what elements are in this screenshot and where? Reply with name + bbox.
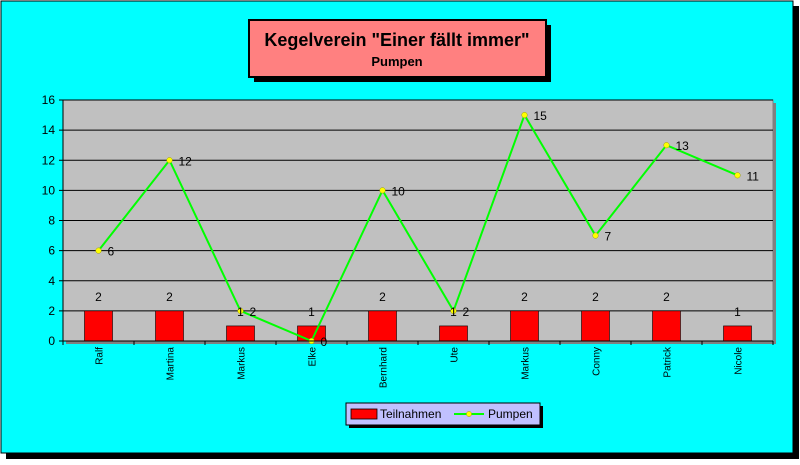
- line-marker: [95, 247, 102, 254]
- bar: [723, 325, 752, 342]
- line-data-label: 7: [605, 230, 612, 244]
- bar: [226, 325, 255, 342]
- bar-data-label: 1: [237, 305, 244, 319]
- x-tick-label: Markus: [237, 347, 248, 380]
- y-tick-label: 4: [48, 274, 55, 288]
- x-tick-label: Ralf: [95, 347, 106, 365]
- line-data-label: 11: [747, 169, 760, 183]
- line-data-label: 12: [179, 154, 193, 168]
- line-marker: [592, 232, 599, 239]
- x-tick-label: Martina: [166, 347, 177, 381]
- y-tick-label: 8: [48, 214, 55, 228]
- chart-subtitle: Pumpen: [371, 54, 422, 69]
- bar-data-label: 2: [663, 290, 670, 304]
- line-data-label: 6: [108, 245, 115, 259]
- bar: [368, 310, 397, 342]
- bar: [652, 310, 681, 342]
- line-data-label: 0: [321, 335, 328, 349]
- chart-title: Kegelverein "Einer fällt immer": [264, 30, 529, 50]
- line-marker: [379, 187, 386, 194]
- x-tick-label: Ute: [450, 347, 461, 363]
- bar: [510, 310, 539, 342]
- y-tick-label: 10: [42, 183, 56, 197]
- bar-data-label: 2: [95, 290, 102, 304]
- line-marker: [237, 307, 244, 314]
- line-data-label: 2: [463, 305, 470, 319]
- y-tick-label: 14: [42, 123, 56, 137]
- line-marker: [166, 157, 173, 164]
- line-data-label: 10: [392, 184, 406, 198]
- line-series: [95, 112, 741, 345]
- bar-data-label: 1: [734, 305, 741, 319]
- bar: [581, 310, 610, 342]
- pumpen-line: [97, 112, 738, 343]
- legend-label-pumpen: Pumpen: [488, 407, 533, 421]
- line-marker: [521, 112, 528, 119]
- y-tick-label: 12: [42, 153, 56, 167]
- x-tick-label: Elke: [308, 347, 319, 367]
- x-axis-ticks: Ralf Martina Markus Elke Bernhard Ute Markus Co…: [62, 341, 774, 388]
- line-data-label: 15: [534, 109, 548, 123]
- y-tick-label: 2: [48, 304, 55, 318]
- x-tick-label: Bernhard: [379, 347, 390, 388]
- bar-data-label: 2: [592, 290, 599, 304]
- y-axis-ticks: 0 2 4 6 8 10 12 14 16: [42, 93, 63, 348]
- line-marker: [450, 307, 457, 314]
- bar: [439, 325, 468, 342]
- y-tick-label: 0: [48, 334, 55, 348]
- y-tick-label: 6: [48, 244, 55, 258]
- bar-data-label: 1: [308, 305, 315, 319]
- bar-data-label: 1: [450, 305, 457, 319]
- line-data-label: 13: [676, 139, 690, 153]
- x-tick-label: Conny: [592, 347, 603, 376]
- x-tick-label: Patrick: [663, 346, 674, 378]
- bar-data-label: 2: [521, 290, 528, 304]
- y-tick-label: 16: [42, 93, 56, 107]
- x-tick-label: Markus: [521, 347, 532, 380]
- legend-label-teilnahmen: Teilnahmen: [380, 407, 441, 421]
- line-marker: [734, 172, 741, 179]
- line-data-label: 2: [250, 305, 257, 319]
- bar: [155, 310, 184, 342]
- x-tick-label: Nicole: [734, 347, 745, 375]
- legend-line-marker: [466, 411, 472, 417]
- bar: [84, 310, 113, 342]
- title-box: [248, 19, 547, 78]
- bar-data-label: 2: [166, 290, 173, 304]
- line-marker: [663, 142, 670, 149]
- legend-bar-swatch: [350, 408, 378, 420]
- legend: [345, 402, 541, 426]
- bar-data-label: 2: [379, 290, 386, 304]
